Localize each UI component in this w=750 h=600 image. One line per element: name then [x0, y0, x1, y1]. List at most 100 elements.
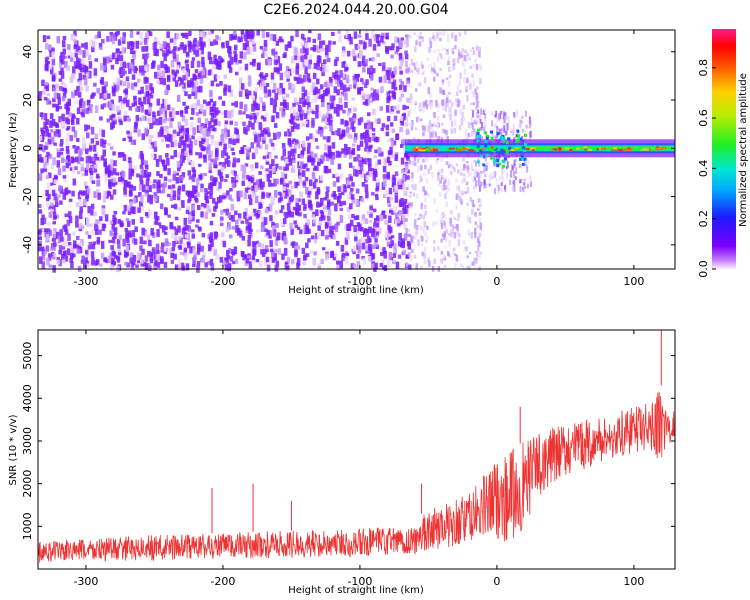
noise-cell	[171, 69, 175, 75]
noise-cell	[387, 95, 392, 101]
fade-cell	[434, 158, 438, 162]
noise-cell	[381, 211, 385, 216]
fade-cell	[450, 128, 454, 134]
fade-cell	[465, 50, 468, 58]
signal-blob	[499, 136, 503, 139]
burst-cell	[512, 124, 515, 131]
noise-cell	[316, 187, 321, 194]
noise-cell	[38, 247, 42, 252]
signal-peak	[583, 146, 588, 149]
noise-cell	[405, 106, 409, 109]
fade-cell	[471, 169, 475, 172]
noise-cell	[170, 155, 174, 160]
noise-cell	[389, 209, 393, 214]
burst-cell	[497, 185, 500, 191]
noise-cell	[200, 123, 204, 129]
noise-cell	[390, 106, 394, 112]
fade-cell	[448, 239, 451, 245]
noise-cell	[192, 185, 196, 193]
noise-cell	[315, 111, 319, 119]
noise-cell	[235, 60, 239, 65]
signal-blob	[475, 133, 479, 137]
fade-cell	[439, 67, 442, 72]
noise-cell	[180, 125, 185, 132]
noise-cell	[199, 68, 204, 73]
noise-cell	[388, 215, 392, 223]
noise-cell	[57, 168, 62, 176]
noise-cell	[154, 71, 158, 79]
noise-cell	[198, 109, 203, 114]
noise-cell	[190, 122, 194, 131]
noise-cell	[396, 104, 400, 111]
noise-cell	[201, 30, 206, 36]
burst-cell	[472, 111, 475, 114]
noise-cell	[219, 81, 223, 86]
noise-cell	[218, 141, 223, 146]
noise-cell	[238, 66, 243, 71]
noise-cell	[313, 62, 318, 69]
noise-cell	[148, 185, 152, 192]
noise-cell	[66, 65, 70, 72]
noise-cell	[339, 260, 343, 269]
noise-cell	[245, 94, 250, 99]
fade-cell	[426, 236, 430, 239]
signal-blob	[486, 135, 489, 138]
noise-cell	[209, 258, 214, 266]
noise-cell	[394, 176, 399, 183]
noise-cell	[85, 49, 90, 57]
noise-cell	[321, 117, 326, 122]
snr-y-label: SNR (10 * v/v)	[8, 414, 19, 485]
noise-cell	[253, 90, 257, 99]
noise-cell	[125, 245, 130, 252]
noise-cell	[335, 240, 340, 246]
noise-cell	[360, 171, 364, 178]
noise-cell	[225, 257, 229, 264]
noise-cell	[399, 127, 403, 133]
noise-cell	[80, 167, 85, 172]
noise-cell	[143, 59, 148, 65]
noise-cell	[251, 103, 255, 112]
noise-cell	[214, 201, 219, 209]
x-tick-label: 100	[623, 275, 644, 288]
noise-cell	[82, 50, 86, 58]
noise-cell	[221, 150, 225, 158]
noise-cell	[302, 207, 307, 211]
noise-cell	[46, 93, 50, 97]
fade-cell	[479, 199, 482, 206]
signal-blob	[476, 139, 480, 143]
fade-cell	[466, 202, 469, 206]
noise-cell	[196, 125, 201, 133]
noise-cell	[67, 163, 72, 171]
noise-cell	[74, 100, 79, 105]
noise-cell	[350, 194, 355, 200]
noise-cell	[398, 78, 403, 83]
noise-cell	[281, 88, 286, 95]
noise-cell	[111, 250, 115, 256]
noise-cell	[76, 107, 81, 114]
noise-cell	[217, 121, 221, 127]
noise-cell	[300, 48, 304, 54]
noise-cell	[222, 240, 227, 248]
noise-cell	[187, 170, 191, 176]
noise-cell	[68, 211, 72, 218]
noise-cell	[208, 31, 212, 36]
noise-cell	[80, 157, 84, 162]
noise-cell	[260, 200, 264, 205]
noise-cell	[211, 247, 216, 252]
fade-cell	[432, 121, 436, 124]
noise-cell	[298, 175, 303, 184]
fade-cell	[409, 256, 413, 262]
noise-cell	[90, 251, 95, 258]
fade-cell	[443, 214, 447, 219]
noise-cell	[53, 142, 57, 146]
noise-cell	[214, 140, 219, 149]
noise-cell	[123, 187, 127, 195]
noise-cell	[153, 146, 158, 152]
noise-cell	[106, 118, 110, 123]
signal-blob	[520, 157, 524, 161]
fade-cell	[451, 230, 454, 234]
noise-cell	[178, 142, 182, 148]
noise-cell	[209, 90, 213, 98]
noise-cell	[373, 155, 377, 159]
noise-cell	[127, 41, 131, 49]
